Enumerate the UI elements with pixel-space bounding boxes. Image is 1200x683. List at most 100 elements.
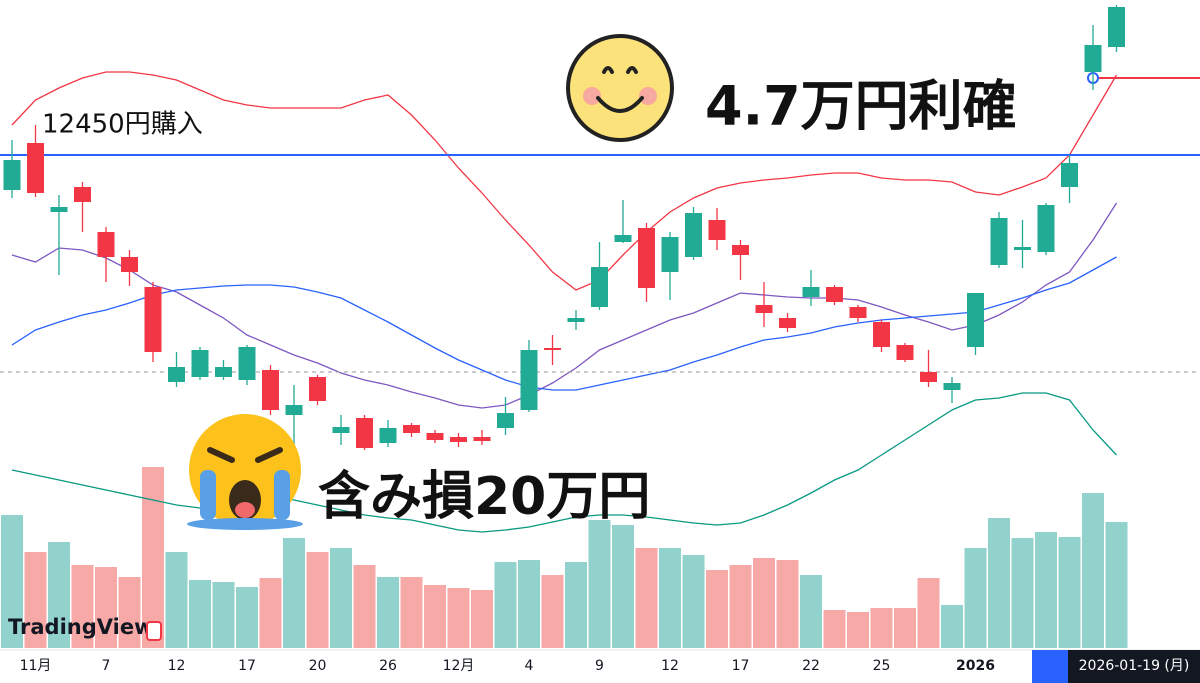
candle-body [97, 232, 115, 257]
indicator-layer [11, 71, 1118, 533]
indicator-line [11, 202, 1118, 409]
indicator-line [11, 256, 1117, 391]
candle-body [638, 228, 655, 288]
volume-bar [800, 575, 822, 648]
candle-body [168, 367, 185, 382]
volume-bar [1082, 493, 1104, 648]
volume-bar [682, 555, 705, 648]
volume-bar [706, 570, 728, 648]
volume-bar [588, 520, 611, 648]
volume-bar [823, 610, 846, 648]
volume-bar [753, 558, 775, 648]
annotation: 含み損20万円 [318, 467, 650, 527]
volume-layer [1, 467, 1128, 648]
volume-bar [212, 582, 235, 648]
x-tick-label: 7 [102, 658, 111, 674]
x-tick-label: 4 [525, 658, 534, 674]
x-tick-label: 11月 [20, 658, 52, 674]
volume-bar [306, 552, 329, 648]
candle-body [591, 267, 608, 307]
candle-body [708, 220, 726, 240]
volume-bar [71, 565, 94, 648]
candle-body [826, 287, 843, 302]
candle-body [473, 437, 491, 441]
volume-bar [471, 590, 493, 648]
logo-badge [146, 621, 162, 641]
volume-bar [236, 587, 258, 648]
volume-bar [424, 585, 446, 648]
candle-body [262, 370, 279, 410]
volume-bar [95, 567, 117, 648]
volume-bar [142, 467, 164, 648]
candle-body [121, 257, 138, 272]
candle-body [661, 237, 679, 272]
candle-body [520, 350, 538, 410]
candle-body [1014, 247, 1031, 250]
volume-bar [964, 548, 987, 648]
volume-bar [1058, 537, 1081, 648]
volume-bar [518, 560, 540, 648]
volume-bar [565, 562, 587, 648]
indicator-line [11, 392, 1117, 533]
volume-bar [776, 560, 799, 648]
candle-body [74, 187, 91, 202]
candle-body [1037, 205, 1055, 252]
candle-body [309, 377, 326, 401]
x-tick-label: 12 [168, 658, 186, 674]
volume-bar [447, 588, 470, 648]
candle-body [802, 287, 820, 297]
volume-bar [612, 525, 634, 648]
x-tick-label: 17 [732, 658, 750, 674]
volume-bar [118, 577, 141, 648]
volume-bar [400, 577, 423, 648]
smile-face [566, 34, 674, 142]
candle-body [1061, 163, 1078, 187]
candle-body [755, 305, 773, 313]
volume-bar [48, 542, 70, 648]
volume-bar [1105, 522, 1128, 648]
candle-body [215, 367, 232, 377]
watermark: TradingView [8, 615, 153, 639]
candle-body [27, 143, 44, 193]
volume-bar [941, 605, 963, 648]
candle-layer [3, 5, 1125, 450]
volume-bar [894, 608, 916, 648]
candle-body [450, 437, 467, 442]
candle-body [50, 207, 68, 212]
x-tick-label: 2026 [956, 658, 995, 674]
volume-bar [189, 580, 211, 648]
volume-bar [494, 562, 517, 648]
volume-bar [24, 552, 47, 648]
volume-bar [659, 548, 681, 648]
candle-body [1084, 45, 1102, 72]
candle-body [238, 347, 256, 380]
annotation: 12450円購入 [42, 110, 203, 140]
candle-body [191, 350, 209, 377]
crosshair-box [1068, 650, 1200, 683]
volume-bar [165, 552, 188, 648]
candle-body [567, 318, 585, 322]
candle-body [1108, 7, 1125, 47]
candle-body [779, 318, 796, 328]
candle-body [732, 245, 749, 255]
candle-body [403, 425, 420, 433]
x-tick-label: 26 [379, 658, 397, 674]
x-tick-label: 20 [309, 658, 327, 674]
x-tick-label: 22 [802, 658, 820, 674]
volume-bar [283, 538, 305, 648]
candle-body [426, 433, 444, 440]
volume-bar [1035, 532, 1057, 648]
candle-body [332, 427, 350, 433]
time-axis [0, 650, 1200, 683]
volume-bar [1011, 538, 1034, 648]
candle-body [920, 372, 937, 382]
x-tick-label: 17 [238, 658, 256, 674]
candle-body [943, 383, 961, 390]
candle-body [967, 293, 984, 347]
volume-bar [377, 577, 399, 648]
volume-bar [917, 578, 940, 648]
volume-bar [847, 612, 869, 648]
annotation: 4.7万円利確 [705, 75, 1017, 138]
candle-body [356, 418, 373, 448]
